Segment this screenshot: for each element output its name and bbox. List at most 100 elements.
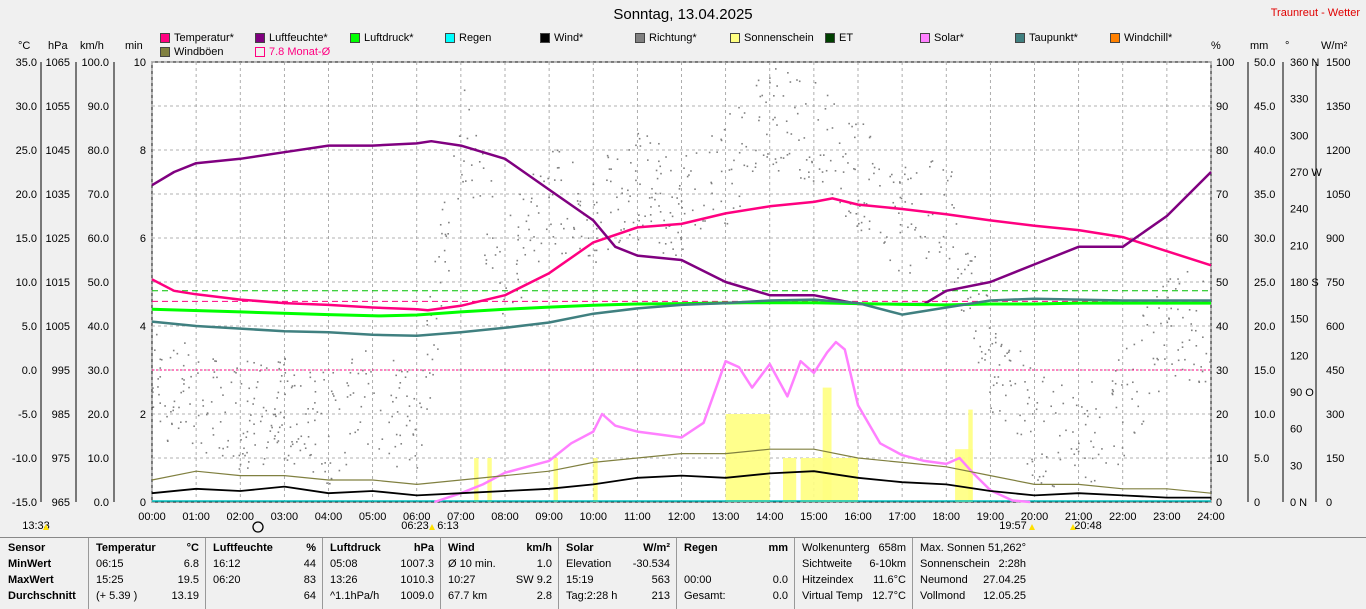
y-tick-label-rain: 10.0 [1254, 409, 1275, 421]
direction-point [482, 167, 485, 169]
direction-point [481, 153, 484, 155]
direction-point [1174, 374, 1177, 377]
direction-point [980, 350, 983, 353]
direction-point [910, 177, 912, 180]
direction-point [379, 409, 382, 412]
direction-point [1190, 329, 1193, 332]
unit-solar: W/m² [1321, 40, 1348, 52]
direction-point [408, 405, 411, 407]
stat-unit: °C [186, 542, 199, 554]
y-tick-label-direction: 180 S [1290, 277, 1319, 289]
direction-point [587, 254, 590, 257]
direction-point [665, 227, 667, 229]
direction-point [236, 367, 238, 369]
direction-point [821, 180, 824, 183]
direction-point [475, 134, 478, 137]
sunshine-bar [593, 458, 598, 502]
legend-item-9: Taupunkt* [1015, 32, 1078, 44]
direction-point [227, 439, 229, 442]
stats-panel: Sensor MinWert MaxWert Durchschnitt Temperat… [0, 537, 1366, 609]
direction-point [671, 196, 673, 198]
direction-point [547, 177, 549, 180]
direction-point [898, 212, 900, 214]
direction-point [699, 227, 702, 230]
direction-point [805, 159, 808, 161]
direction-point [1098, 416, 1101, 419]
direction-point [757, 79, 760, 82]
direction-point [226, 446, 229, 448]
legend-item-10: Windchill* [1110, 32, 1172, 44]
direction-point [1188, 309, 1191, 311]
direction-point [524, 253, 527, 256]
direction-point [920, 193, 922, 195]
direction-point [158, 393, 160, 396]
direction-point [406, 415, 409, 418]
direction-point [553, 179, 556, 181]
direction-point [304, 447, 307, 450]
direction-point [540, 242, 543, 245]
direction-point [789, 81, 792, 83]
direction-point [595, 249, 598, 252]
stat-value: 12.7°C [872, 590, 906, 602]
y-tick-label-humidity: 70 [1216, 189, 1228, 201]
direction-point [433, 344, 435, 346]
stat-head: Sensor [8, 542, 46, 554]
direction-point [259, 370, 261, 372]
direction-point [984, 359, 986, 361]
direction-point [545, 228, 548, 231]
direction-point [265, 367, 268, 369]
direction-point [312, 408, 314, 410]
direction-point [344, 451, 346, 454]
direction-point [205, 413, 208, 416]
direction-point [616, 158, 619, 161]
direction-point [1121, 384, 1123, 386]
direction-point [176, 352, 179, 355]
direction-point [441, 232, 443, 235]
sunshine-bar [782, 458, 797, 502]
direction-point [726, 222, 729, 225]
x-tick-label: 04:00 [315, 511, 343, 523]
direction-point [399, 382, 402, 384]
direction-point [683, 167, 685, 169]
direction-point [728, 169, 731, 171]
direction-point [851, 125, 853, 128]
stat-label: Sichtweite [802, 558, 853, 570]
direction-point [826, 128, 829, 131]
direction-point [1200, 366, 1203, 368]
direction-point [654, 198, 656, 201]
direction-point [790, 133, 793, 135]
direction-point [664, 243, 667, 245]
direction-point [853, 168, 855, 170]
direction-point [1115, 406, 1118, 409]
direction-point [638, 219, 641, 222]
direction-point [1043, 376, 1045, 379]
direction-point [395, 396, 398, 399]
y-tick-label-direction: 330 [1290, 94, 1308, 106]
direction-point [293, 462, 296, 465]
direction-point [1148, 392, 1151, 395]
direction-point [919, 235, 922, 238]
stat-time: (+ 5.39 ) [96, 590, 138, 602]
direction-point [530, 197, 533, 200]
direction-point [1059, 434, 1061, 437]
direction-point [1188, 339, 1191, 341]
y-tick-label-pressure: 965 [52, 497, 70, 509]
direction-point [429, 295, 432, 298]
direction-point [419, 402, 421, 405]
legend-item-5: Richtung* [635, 32, 697, 44]
legend-label: Solar* [934, 32, 964, 44]
direction-point [829, 159, 832, 162]
direction-point [871, 162, 874, 165]
direction-point [202, 405, 205, 407]
direction-point [869, 135, 872, 138]
direction-point [606, 154, 609, 157]
direction-point [1188, 379, 1191, 381]
direction-point [515, 263, 518, 265]
direction-point [277, 440, 280, 442]
direction-point [1041, 380, 1044, 383]
direction-point [711, 192, 713, 195]
y-tick-label-direction: 0 N [1290, 497, 1307, 509]
direction-point [678, 188, 681, 190]
direction-point [309, 376, 312, 379]
stat-unit: hPa [413, 542, 434, 554]
